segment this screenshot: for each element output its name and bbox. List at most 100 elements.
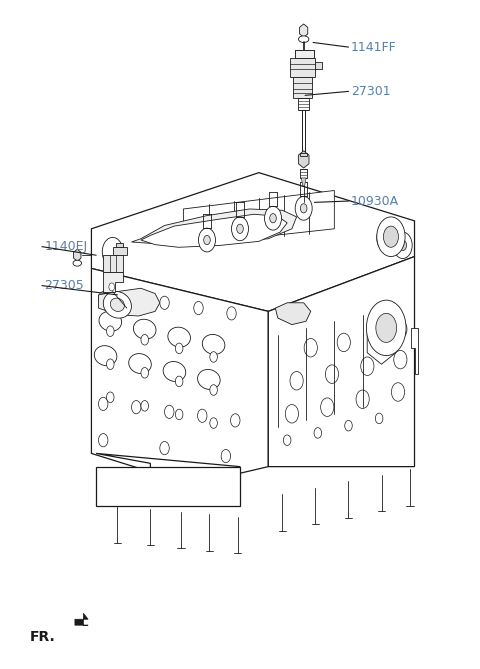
Circle shape [132,401,141,414]
Circle shape [314,427,322,438]
Circle shape [107,359,114,369]
Text: 10930A: 10930A [351,195,399,207]
Circle shape [304,339,317,357]
Circle shape [141,334,148,345]
Circle shape [366,300,406,356]
Circle shape [283,435,291,446]
Polygon shape [117,244,123,248]
Text: FR.: FR. [30,630,56,644]
Circle shape [141,401,148,411]
Text: 1141FF: 1141FF [351,41,396,54]
Circle shape [383,233,390,244]
Circle shape [109,248,117,258]
Circle shape [264,206,281,230]
Polygon shape [91,268,268,473]
Circle shape [98,397,108,411]
Text: 27305: 27305 [44,279,84,292]
Circle shape [210,417,217,428]
Polygon shape [73,250,81,261]
Circle shape [109,283,115,291]
Polygon shape [98,288,160,316]
Circle shape [394,320,407,339]
Circle shape [175,343,183,354]
Circle shape [175,376,183,387]
Circle shape [98,292,108,305]
Circle shape [198,409,207,422]
Polygon shape [132,209,297,246]
Ellipse shape [110,298,124,312]
Circle shape [199,228,216,252]
Polygon shape [113,248,127,255]
Circle shape [394,351,407,369]
Circle shape [102,237,123,266]
Circle shape [204,235,210,245]
Polygon shape [299,151,309,168]
Circle shape [160,442,169,455]
Circle shape [290,371,303,390]
Circle shape [231,217,249,241]
Circle shape [361,357,374,375]
Ellipse shape [202,334,225,355]
Polygon shape [367,318,396,364]
Polygon shape [298,98,309,110]
Ellipse shape [73,260,82,266]
Polygon shape [96,467,240,506]
Polygon shape [289,58,315,77]
Circle shape [221,450,230,463]
Circle shape [337,333,350,352]
Text: 27301: 27301 [351,85,390,98]
Circle shape [377,217,405,256]
Circle shape [270,213,276,223]
Circle shape [141,367,148,378]
Circle shape [98,434,108,447]
Ellipse shape [133,319,156,339]
Circle shape [210,385,217,395]
Circle shape [356,390,369,409]
Circle shape [160,296,169,309]
Circle shape [210,352,217,362]
Polygon shape [276,303,311,324]
Circle shape [227,307,236,320]
Circle shape [285,405,299,423]
Polygon shape [300,24,308,37]
Circle shape [391,383,405,401]
Circle shape [107,392,114,403]
Polygon shape [91,173,415,311]
Polygon shape [268,256,415,467]
Circle shape [300,203,307,213]
Circle shape [345,420,352,431]
Ellipse shape [168,327,191,347]
Polygon shape [293,77,312,98]
Circle shape [103,240,122,266]
Circle shape [370,325,384,344]
Ellipse shape [198,369,220,389]
Circle shape [321,398,334,416]
Text: 1140EJ: 1140EJ [44,240,87,253]
Circle shape [399,240,407,251]
Ellipse shape [94,346,117,366]
Circle shape [165,405,174,418]
Circle shape [384,226,398,248]
Circle shape [376,313,396,343]
Polygon shape [141,214,287,248]
Polygon shape [96,454,240,486]
Polygon shape [295,50,314,58]
Polygon shape [315,62,322,69]
Polygon shape [103,272,123,292]
Circle shape [230,414,240,427]
Circle shape [127,296,136,309]
Ellipse shape [99,311,121,331]
Polygon shape [103,255,123,272]
Polygon shape [183,191,335,246]
Ellipse shape [299,36,309,43]
Circle shape [375,413,383,423]
Circle shape [194,302,203,314]
Circle shape [295,197,312,220]
Ellipse shape [163,361,186,381]
Circle shape [325,365,338,383]
Circle shape [377,225,396,252]
Polygon shape [300,169,308,178]
Polygon shape [411,328,418,374]
Polygon shape [75,613,88,626]
Polygon shape [301,178,306,186]
